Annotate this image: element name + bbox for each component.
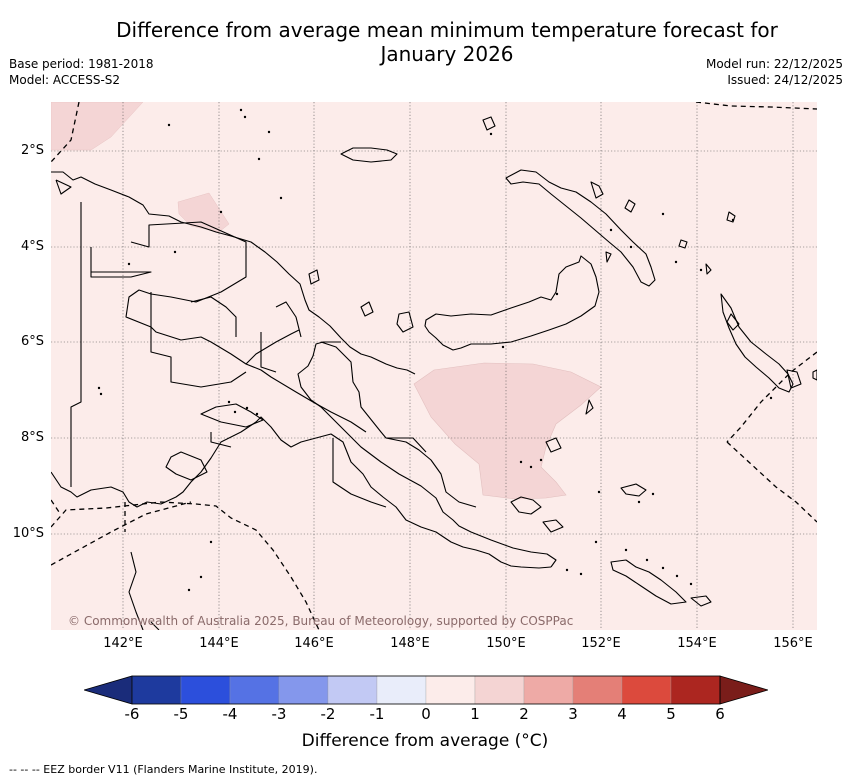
meta-left: Base period: 1981-2018 Model: ACCESS-S2 (9, 56, 154, 88)
colorbar-tick-label: 6 (715, 705, 725, 723)
colorbar-under-arrow (82, 675, 133, 705)
map-svg (51, 102, 817, 630)
title-line-1: Difference from average mean minimum tem… (116, 18, 778, 42)
colorbar-tick-label: -2 (320, 705, 336, 723)
lon-tick-label: 152°E (581, 636, 621, 651)
colorbar (82, 674, 770, 706)
issued-date: Issued: 24/12/2025 (727, 73, 843, 87)
lon-tick-label: 154°E (677, 636, 717, 651)
colorbar-swatch (278, 675, 329, 705)
colorbar-tick-label: -1 (369, 705, 385, 723)
colorbar-swatch (572, 675, 623, 705)
lon-tick-label: 146°E (294, 636, 334, 651)
colorbar-swatch (523, 675, 574, 705)
colorbar-svg (82, 675, 770, 705)
colorbar-tick-label: -4 (222, 705, 238, 723)
lon-tick-label: 156°E (773, 636, 813, 651)
colorbar-swatch (180, 675, 231, 705)
colorbar-swatch (327, 675, 378, 705)
colorbar-swatch (621, 675, 672, 705)
base-period: Base period: 1981-2018 (9, 57, 154, 71)
lon-tick-label: 150°E (486, 636, 526, 651)
lon-tick-label: 142°E (103, 636, 143, 651)
title-line-2: January 2026 (380, 42, 514, 66)
colorbar-tick-label: 0 (421, 705, 431, 723)
map-area: © Commonwealth of Australia 2025, Bureau… (51, 102, 817, 630)
colorbar-tick-label: 2 (519, 705, 529, 723)
colorbar-tick-label: -5 (173, 705, 189, 723)
colorbar-tick-label: 1 (470, 705, 480, 723)
eez-footnote: -- -- -- EEZ border V11 (Flanders Marine… (9, 763, 318, 776)
colorbar-swatch (376, 675, 427, 705)
lat-tick-label: 2°S (20, 143, 44, 158)
coastlines (51, 116, 817, 630)
anomaly-patch-nw (51, 102, 144, 151)
map-title: Difference from average mean minimum tem… (0, 18, 850, 66)
lon-tick-label: 148°E (390, 636, 430, 651)
colorbar-tick-label: 5 (666, 705, 676, 723)
lat-tick-label: 10°S (12, 526, 44, 541)
copyright-notice: © Commonwealth of Australia 2025, Bureau… (68, 614, 574, 628)
lat-tick-label: 8°S (20, 430, 44, 445)
colorbar-over-arrow (719, 675, 770, 705)
colorbar-swatch (229, 675, 280, 705)
colorbar-swatch (425, 675, 476, 705)
colorbar-tick-label: -6 (124, 705, 140, 723)
colorbar-tick-label: 3 (568, 705, 578, 723)
islets (97, 108, 773, 592)
anomaly-patch-solomon-sea (413, 362, 602, 500)
colorbar-title: Difference from average (°C) (301, 731, 549, 751)
model-run: Model run: 22/12/2025 (705, 57, 843, 71)
colorbar-swatch (131, 675, 182, 705)
graticule (51, 102, 817, 630)
colorbar-tick-label: 4 (617, 705, 627, 723)
colorbar-tick-label: -3 (271, 705, 287, 723)
eez-borders (51, 102, 817, 630)
colorbar-swatch (670, 675, 721, 705)
colorbar-swatch (474, 675, 525, 705)
lat-tick-label: 6°S (20, 334, 44, 349)
lon-tick-label: 144°E (199, 636, 239, 651)
lat-tick-label: 4°S (20, 239, 44, 254)
model-name: Model: ACCESS-S2 (9, 73, 121, 87)
meta-right: Model run: 22/12/2025 Issued: 24/12/2025 (706, 56, 843, 88)
